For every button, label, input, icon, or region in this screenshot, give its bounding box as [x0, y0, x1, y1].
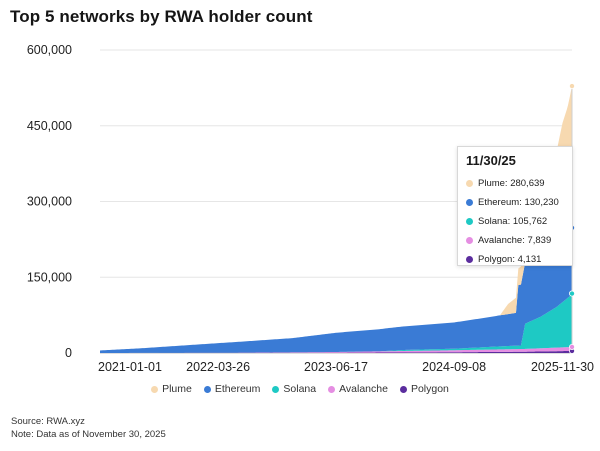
- end-marker-avalanche: [569, 343, 576, 350]
- tooltip-value: Polygon: 4,131: [478, 254, 542, 265]
- tooltip-value: Ethereum: 130,230: [478, 197, 559, 208]
- end-marker-solana: [569, 290, 576, 297]
- tooltip-date: 11/30/25: [466, 153, 516, 168]
- hover-tooltip: 11/30/25 Plume: 280,639 Ethereum: 130,230…: [457, 146, 573, 266]
- chart-title: Top 5 networks by RWA holder count: [10, 7, 313, 26]
- legend-label: Solana: [283, 383, 317, 395]
- tooltip-value: Avalanche: 7,839: [478, 235, 552, 246]
- tooltip-row: Avalanche: 7,839: [466, 231, 564, 250]
- tooltip-value: Plume: 280,639: [478, 178, 545, 189]
- x-tick-label: 2022-03-26: [186, 360, 250, 374]
- x-tick-label: 2025-11-30: [531, 360, 594, 374]
- x-tick-label: 2023-06-17: [304, 360, 368, 374]
- legend-swatch: [203, 385, 211, 393]
- tooltip-row: Ethereum: 130,230: [466, 193, 564, 212]
- tooltip-row: Plume: 280,639: [466, 174, 564, 193]
- legend-label: Polygon: [410, 383, 449, 395]
- y-tick-label: 150,000: [27, 270, 72, 284]
- x-tick-label: 2024-09-08: [422, 360, 486, 374]
- tooltip-row: Solana: 105,762: [466, 212, 564, 231]
- chart-plot-area: 0 150,000 300,000 450,000 600,000 2021-01-01 2…: [27, 43, 594, 374]
- y-tick-label: 0: [65, 346, 72, 360]
- area-series-solana: [100, 293, 572, 353]
- end-marker-plume: [569, 83, 576, 90]
- legend-swatch: [328, 385, 336, 393]
- legend-label: Ethereum: [214, 383, 261, 395]
- legend-item-plume[interactable]: Plume: [151, 383, 192, 395]
- legend-label: Avalanche: [339, 383, 388, 395]
- legend-item-ethereum[interactable]: Ethereum: [203, 383, 261, 395]
- y-tick-label: 450,000: [27, 119, 72, 133]
- y-tick-label: 300,000: [27, 195, 72, 209]
- tooltip-row: Polygon: 4,131: [466, 250, 564, 269]
- legend-item-avalanche[interactable]: Avalanche: [328, 383, 388, 395]
- legend-swatch: [272, 385, 280, 393]
- chart-footer: Source: RWA.xyz Note: Data as of Novembe…: [11, 415, 166, 441]
- chart-legend: Plume Ethereum Solana Avalanche Polygon: [0, 383, 600, 395]
- tooltip-swatch: [466, 180, 473, 187]
- area-series-polygon: [100, 350, 572, 353]
- legend-swatch: [399, 385, 407, 393]
- tooltip-swatch: [466, 256, 473, 263]
- legend-item-solana[interactable]: Solana: [272, 383, 316, 395]
- legend-label: Plume: [162, 383, 192, 395]
- x-tick-label: 2021-01-01: [98, 360, 162, 374]
- tooltip-value: Solana: 105,762: [478, 216, 548, 227]
- area-series-avalanche: [100, 346, 572, 353]
- data-date-note: Note: Data as of November 30, 2025: [11, 429, 166, 440]
- tooltip-swatch: [466, 237, 473, 244]
- y-tick-label: 600,000: [27, 43, 72, 57]
- tooltip-swatch: [466, 199, 473, 206]
- source-note: Source: RWA.xyz: [11, 416, 85, 427]
- tooltip-swatch: [466, 218, 473, 225]
- legend-swatch: [151, 385, 159, 393]
- legend-item-polygon[interactable]: Polygon: [399, 383, 449, 395]
